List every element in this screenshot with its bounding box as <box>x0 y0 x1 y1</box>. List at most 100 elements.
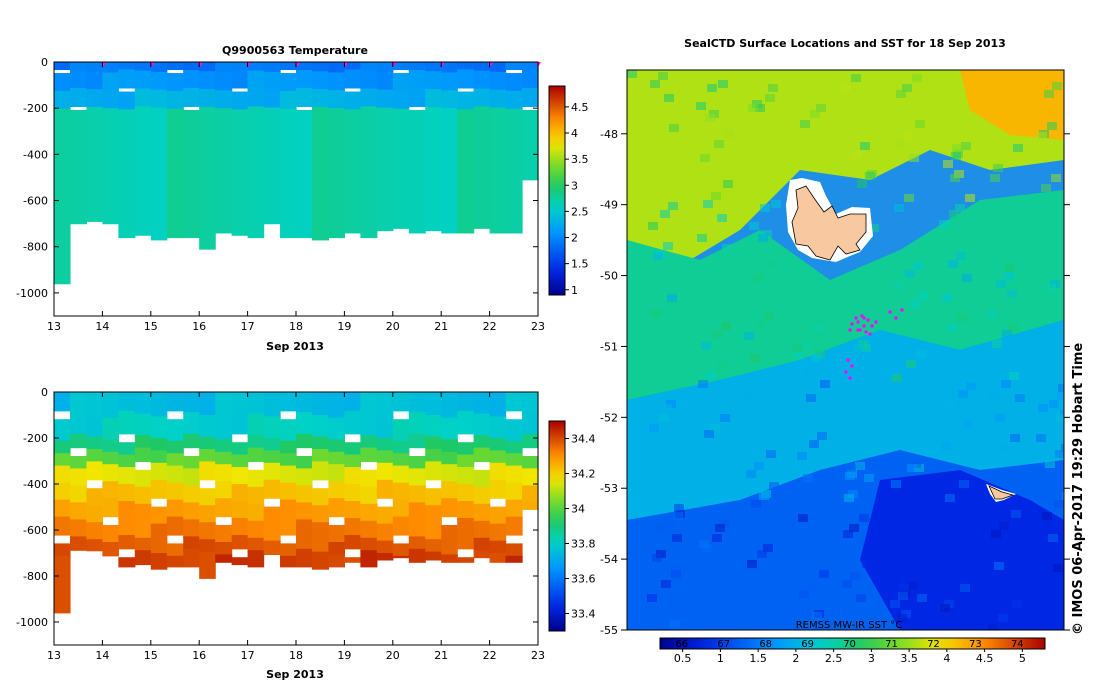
heatmap-cell <box>311 449 330 464</box>
heatmap-cell <box>392 62 410 71</box>
sst-pixel <box>939 220 949 228</box>
sst-pixel <box>1038 404 1048 412</box>
sst-pixel <box>910 300 920 308</box>
sst-pixel <box>760 204 770 212</box>
heatmap-cell <box>441 554 458 563</box>
heatmap-cell <box>376 89 394 109</box>
heatmap-cell <box>118 484 136 503</box>
heatmap-cell <box>150 62 168 74</box>
sst-pixel <box>749 222 759 230</box>
salinity-y-axis: 0 -200 -400 -600 -800 -1000 <box>16 386 538 629</box>
heatmap-cell <box>296 70 313 90</box>
heatmap-cell <box>425 106 442 232</box>
heatmap-cell <box>505 73 523 93</box>
heatmap-cell <box>392 108 410 229</box>
sst-pixel <box>747 560 757 568</box>
heatmap-cell <box>86 106 103 222</box>
heatmap-cell <box>86 461 103 481</box>
heatmap-cell <box>473 392 491 416</box>
temperature-panel: Q9900563 Temperature 13 14 15 16 17 18 19 20 21 2… <box>16 44 588 353</box>
sst-pixel <box>1004 272 1014 280</box>
heatmap-cell <box>441 108 458 234</box>
heatmap-cell <box>441 62 458 74</box>
sst-pixel <box>663 242 673 250</box>
sst-pixel <box>896 90 906 98</box>
heatmap-cell <box>199 62 216 73</box>
heatmap-cell <box>118 535 136 550</box>
heatmap-cell <box>118 501 136 520</box>
x-tick-label: 16 <box>192 649 206 662</box>
kerguelen-island <box>791 185 867 261</box>
heatmap-cell <box>328 464 345 484</box>
heatmap-cell <box>392 453 410 468</box>
heatmap-cell <box>457 410 475 435</box>
sst-pixel <box>813 324 823 332</box>
sst-pixel <box>664 94 674 102</box>
heatmap-cell <box>183 70 200 90</box>
heatmap-cell <box>328 62 345 74</box>
sst-pixel <box>1044 90 1054 98</box>
heatmap-cell <box>247 503 265 523</box>
heatmap-cell <box>215 72 233 92</box>
temperature-colorbar-ticks: 1 1.5 2 2.5 3 3.5 4 4.5 <box>565 101 589 297</box>
sst-pixel <box>1047 122 1057 130</box>
sst-pixel <box>857 180 867 188</box>
heatmap-cell <box>425 415 442 439</box>
heatmap-cell <box>425 71 442 91</box>
sst-pixel <box>751 500 761 508</box>
heatmap-cell <box>231 109 249 236</box>
heatmap-cell <box>296 433 313 449</box>
heatmap-cell <box>505 453 523 468</box>
y-tick-label: -1000 <box>16 616 48 629</box>
heatmap-cell <box>183 502 200 522</box>
heatmap-cell <box>86 436 103 451</box>
heatmap-cell <box>54 482 71 502</box>
sst-pixel <box>947 324 957 332</box>
heatmap-cell <box>473 435 491 450</box>
x-tick-label: 17 <box>241 320 255 333</box>
heatmap-cell <box>376 62 394 74</box>
heatmap-cell <box>505 482 523 502</box>
sst-pixel <box>700 154 710 162</box>
heatmap-cell <box>118 467 136 486</box>
heatmap-cell <box>166 392 184 412</box>
heatmap-cell <box>134 392 152 416</box>
sst-pixel <box>869 224 879 232</box>
heatmap-cell <box>263 479 281 499</box>
sst-pixel <box>661 580 671 588</box>
heatmap-cell <box>263 71 281 91</box>
heatmap-cell <box>86 392 103 417</box>
heatmap-cell <box>69 433 88 449</box>
sst-celsius-label: 2.5 <box>825 652 843 665</box>
heatmap-cell <box>522 456 539 471</box>
heatmap-cell <box>263 392 281 419</box>
sst-pixel <box>1043 294 1053 302</box>
heatmap-cell <box>231 442 249 457</box>
lat-tick-label: -54 <box>600 553 618 566</box>
sst-pixel <box>846 464 856 472</box>
heatmap-cell <box>328 108 345 239</box>
heatmap-cell <box>199 551 216 579</box>
colorbar-tick-label: 4 <box>571 127 578 140</box>
heatmap-cell <box>280 482 297 502</box>
heatmap-cell <box>86 89 103 109</box>
temperature-colorbar <box>548 85 566 296</box>
sst-pixel <box>994 562 1004 570</box>
heatmap-cell <box>489 89 507 109</box>
sst-celsius-label: 0.5 <box>674 652 692 665</box>
lat-tick-label: -53 <box>600 482 618 495</box>
heatmap-cell <box>425 488 442 508</box>
heatmap-cell <box>134 503 152 523</box>
heatmap-cell <box>376 107 394 232</box>
heatmap-cell <box>457 518 475 537</box>
seal-location-point <box>848 376 852 380</box>
sst-region-north <box>627 70 1064 300</box>
heatmap-cell <box>263 540 281 555</box>
sst-pixel <box>1015 394 1025 402</box>
heatmap-cell <box>344 518 361 537</box>
heatmap-cell <box>150 506 168 526</box>
sst-pixel <box>1056 414 1064 422</box>
sst-pixel <box>854 344 864 352</box>
heatmap-cell <box>425 449 442 464</box>
heatmap-cell <box>344 442 361 457</box>
